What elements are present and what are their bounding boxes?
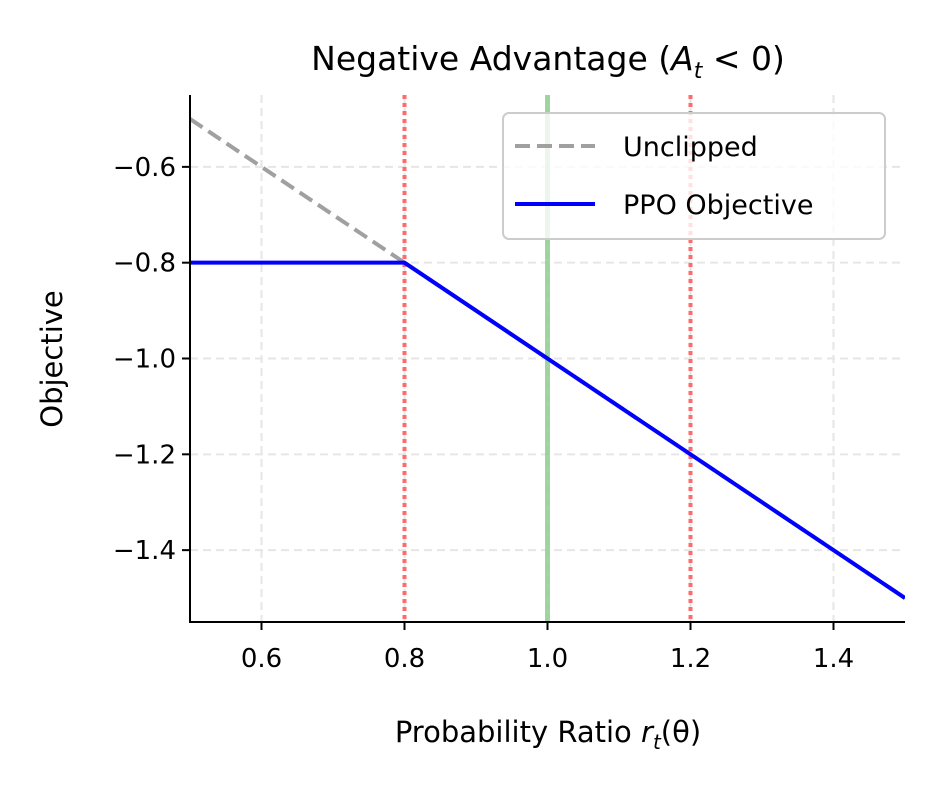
chart-title: Negative Advantage (At < 0) — [311, 39, 785, 84]
y-axis-label: Objective — [35, 290, 69, 428]
legend-box — [502, 112, 886, 240]
y-tick-label: −1.2 — [113, 440, 176, 470]
x-tick-label: 0.6 — [241, 644, 282, 674]
legend-label: Unclipped — [623, 132, 758, 163]
series-ppo-objective — [190, 260, 905, 600]
x-tick-label: 1.2 — [670, 644, 711, 674]
legend: Unclipped PPO Objective — [502, 112, 886, 240]
legend-label: PPO Objective — [623, 190, 813, 221]
ticks: 0.6 0.8 1.0 1.2 1.4 −0.6 −0.8 −1.0 −1.2 −1.4 — [113, 153, 854, 674]
y-tick-label: −1.4 — [113, 536, 176, 566]
series-lines — [190, 117, 905, 600]
x-tick-label: 1.4 — [813, 644, 854, 674]
y-tick-label: −0.8 — [113, 249, 176, 279]
y-tick-label: −0.6 — [113, 153, 176, 183]
x-axis-label: Probability Ratio rt(θ) — [395, 715, 701, 754]
y-tick-label: −1.0 — [113, 345, 176, 375]
x-tick-label: 1.0 — [527, 644, 568, 674]
x-tick-label: 0.8 — [384, 644, 425, 674]
